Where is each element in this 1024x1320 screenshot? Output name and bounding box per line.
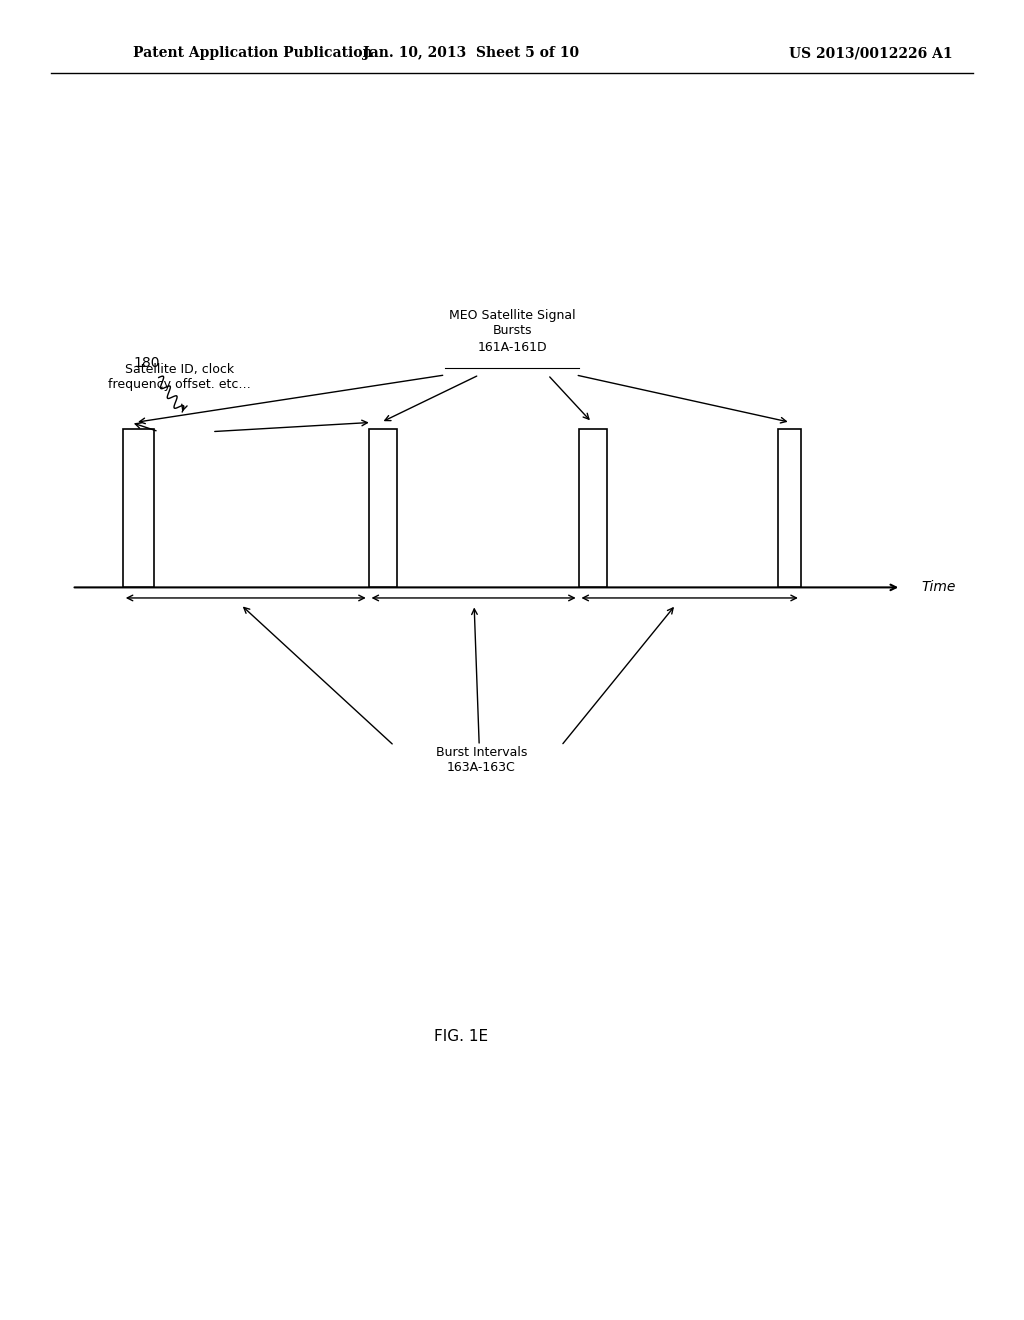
Text: Satellite ID, clock
frequency offset. etc…: Satellite ID, clock frequency offset. et… [108, 363, 251, 391]
Text: MEO Satellite Signal
Bursts: MEO Satellite Signal Bursts [449, 309, 575, 337]
Bar [123, 429, 154, 587]
Bar [369, 429, 397, 587]
Text: Time: Time [922, 581, 956, 594]
Bar [778, 429, 801, 587]
Text: FIG. 1E: FIG. 1E [434, 1028, 487, 1044]
Text: Jan. 10, 2013  Sheet 5 of 10: Jan. 10, 2013 Sheet 5 of 10 [362, 46, 580, 61]
Text: Burst Intervals
163A-163C: Burst Intervals 163A-163C [435, 746, 527, 774]
Text: 161A-161D: 161A-161D [477, 341, 547, 354]
Text: 180: 180 [133, 356, 160, 370]
Text: Patent Application Publication: Patent Application Publication [133, 46, 373, 61]
Bar [579, 429, 607, 587]
Text: US 2013/0012226 A1: US 2013/0012226 A1 [788, 46, 952, 61]
